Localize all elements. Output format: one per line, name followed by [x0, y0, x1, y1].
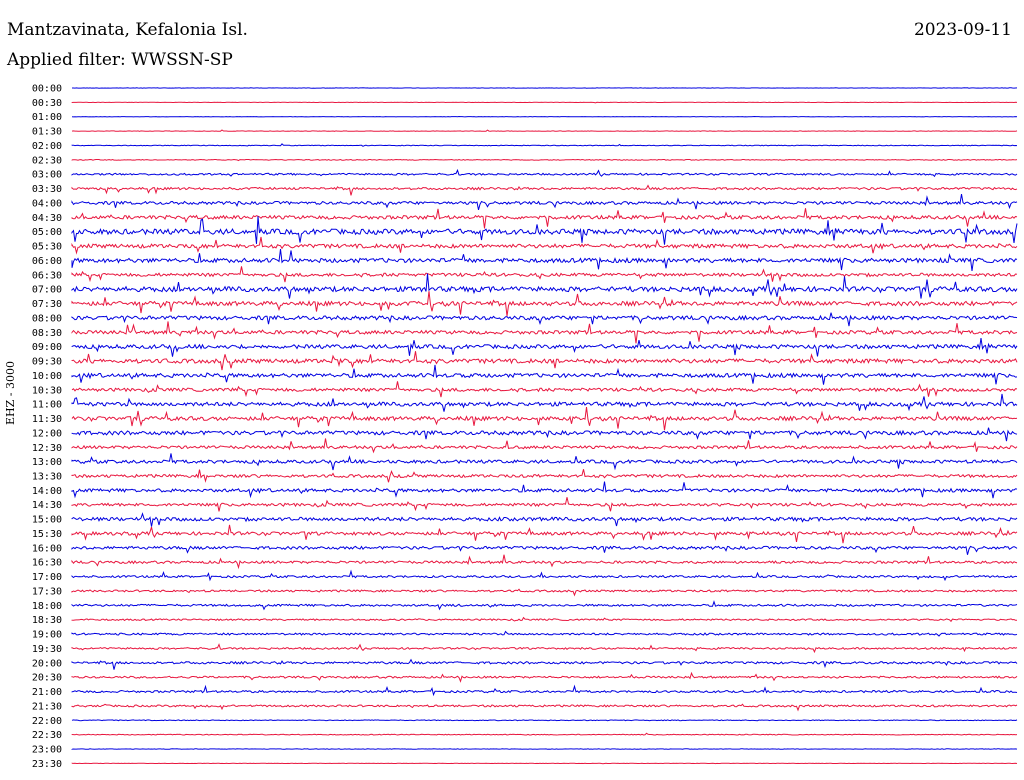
time-tick-label: 14:30 [32, 500, 62, 511]
time-tick-label: 09:30 [32, 357, 62, 368]
time-tick-label: 13:30 [32, 471, 62, 482]
time-tick-label: 08:00 [32, 313, 62, 324]
trace-line [71, 569, 1018, 582]
time-tick-label: 06:30 [32, 270, 62, 281]
trace-line [71, 545, 1018, 555]
trace-line [71, 732, 1018, 736]
time-tick-label: 03:30 [32, 184, 62, 195]
trace-line [71, 481, 1018, 499]
time-tick-label: 00:30 [32, 98, 62, 109]
time-tick-label: 18:30 [32, 615, 62, 626]
time-tick-label: 10:30 [32, 385, 62, 396]
time-tick-label: 19:30 [32, 644, 62, 655]
time-tick-label: 10:00 [32, 371, 62, 382]
time-tick-label: 01:30 [32, 127, 62, 138]
time-tick-label: 15:00 [32, 515, 62, 526]
time-tick-label: 11:00 [32, 400, 62, 411]
time-tick-label: 06:00 [32, 256, 62, 267]
time-tick-label: 03:00 [32, 170, 62, 181]
time-tick-label: 09:00 [32, 342, 62, 353]
time-tick-label: 19:00 [32, 630, 62, 641]
time-tick-label: 02:00 [32, 141, 62, 152]
trace-line [71, 381, 1018, 398]
trace-line [71, 208, 1018, 229]
trace-line [71, 497, 1018, 512]
trace-line [71, 469, 1018, 483]
trace-line [71, 671, 1018, 683]
trace-line [71, 684, 1018, 697]
time-tick-label: 00:00 [32, 84, 62, 95]
trace-line [71, 194, 1018, 211]
trace-line [71, 273, 1018, 299]
time-tick-label: 16:00 [32, 543, 62, 554]
time-tick-label: 07:00 [32, 285, 62, 296]
filter-label: Applied filter: WWSSN-SP [7, 50, 233, 70]
time-tick-label: 16:30 [32, 558, 62, 569]
trace-line [71, 762, 1018, 765]
trace-line [71, 453, 1018, 471]
time-tick-label: 12:30 [32, 443, 62, 454]
trace-line [71, 266, 1018, 283]
time-tick-label: 05:00 [32, 227, 62, 238]
trace-line [71, 438, 1018, 454]
time-tick-label: 13:00 [32, 457, 62, 468]
trace-line [71, 393, 1018, 412]
trace-line [71, 524, 1018, 544]
trace-line [71, 643, 1018, 654]
time-tick-label: 23:00 [32, 745, 62, 756]
time-tick-label: 11:30 [32, 414, 62, 425]
trace-line [71, 236, 1018, 255]
trace-line [71, 616, 1018, 623]
time-tick-label: 12:00 [32, 428, 62, 439]
trace-line [71, 129, 1018, 132]
trace-line [71, 216, 1018, 245]
trace-line [71, 158, 1018, 162]
trace-line [71, 658, 1018, 670]
time-tick-label: 18:00 [32, 601, 62, 612]
date-label: 2023-09-11 [913, 20, 1012, 40]
trace-line [71, 407, 1018, 431]
time-tick-label: 21:30 [32, 701, 62, 712]
time-tick-label: 20:30 [32, 673, 62, 684]
trace-line [71, 143, 1018, 147]
time-tick-label: 15:30 [32, 529, 62, 540]
trace-line [71, 184, 1018, 196]
trace-line [71, 249, 1018, 271]
time-tick-label: 23:30 [32, 759, 62, 770]
time-tick-label: 22:30 [32, 730, 62, 741]
trace-line [71, 115, 1018, 118]
time-tick-label: 17:00 [32, 572, 62, 583]
trace-line [71, 321, 1018, 344]
trace-line [71, 588, 1018, 597]
time-tick-label: 05:30 [32, 242, 62, 253]
time-tick-label: 01:00 [32, 112, 62, 123]
trace-line [71, 600, 1018, 611]
time-tick-label: 07:30 [32, 299, 62, 310]
trace-line [71, 703, 1018, 712]
trace-line [71, 630, 1018, 637]
trace-line [71, 338, 1018, 357]
time-tick-label: 02:30 [32, 155, 62, 166]
time-tick-label: 04:30 [32, 213, 62, 224]
trace-line [71, 168, 1018, 178]
time-tick-label: 21:00 [32, 687, 62, 698]
trace-line [71, 427, 1018, 442]
trace-line [71, 719, 1018, 722]
time-tick-label: 08:30 [32, 328, 62, 339]
trace-line [71, 101, 1018, 104]
trace-line [71, 554, 1018, 570]
time-tick-label: 17:30 [32, 586, 62, 597]
time-tick-label: 04:00 [32, 198, 62, 209]
trace-line [71, 312, 1018, 327]
trace-line [71, 512, 1018, 527]
trace-line [71, 364, 1018, 385]
trace-line [71, 291, 1018, 317]
time-tick-label: 20:00 [32, 658, 62, 669]
trace-line [71, 351, 1018, 371]
time-tick-label: 14:00 [32, 486, 62, 497]
time-tick-label: 22:00 [32, 716, 62, 727]
station-title: Mantzavinata, Kefalonia Isl. [7, 20, 248, 40]
